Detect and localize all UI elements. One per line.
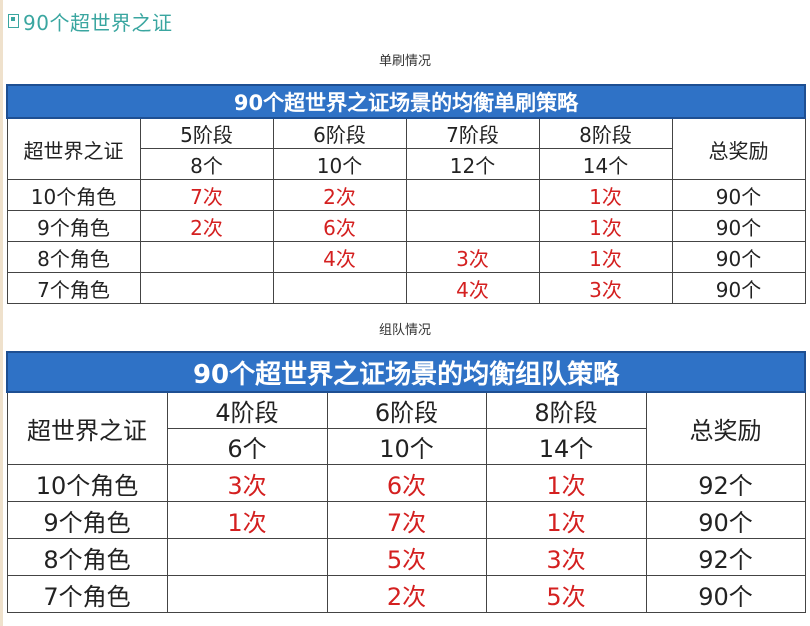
run-count-cell: 1次 (485, 464, 647, 502)
table-row: 9个角色 1次 7次 1次 90个 (6, 501, 806, 539)
table-row: 8个角色 4次 3次 1次 90个 (6, 241, 806, 273)
run-count-cell: 2次 (326, 575, 487, 613)
row-label: 9个角色 (6, 210, 141, 242)
run-count-cell (139, 272, 274, 304)
solo-strategy-table: 90个超世界之证场景的均衡单刷策略 超世界之证 5阶段 6阶段 7阶段 8阶段 … (5, 84, 807, 304)
run-count-cell: 3次 (166, 464, 328, 502)
team-caption: 组队情况 (378, 323, 431, 338)
table-row: 10个角色 7次 2次 1次 90个 (6, 179, 806, 211)
row-label: 9个角色 (6, 501, 168, 539)
run-count-cell: 6次 (272, 210, 407, 242)
solo-stage-count: 8个 (139, 148, 274, 180)
team-stage-header: 4阶段 (166, 391, 328, 429)
left-border (0, 0, 3, 626)
table-row: 9个角色 2次 6次 1次 90个 (6, 210, 806, 242)
solo-stage-count: 12个 (405, 148, 540, 180)
total-reward-cell: 92个 (645, 464, 806, 502)
run-count-cell: 4次 (405, 272, 540, 304)
row-label: 10个角色 (6, 179, 141, 211)
run-count-cell: 1次 (485, 501, 647, 539)
solo-stage-header: 6阶段 (272, 117, 407, 149)
total-reward-cell: 90个 (645, 575, 806, 613)
team-stage-count: 6个 (166, 428, 328, 465)
total-reward-cell: 90个 (671, 210, 806, 242)
row-label: 10个角色 (6, 464, 168, 502)
run-count-cell (166, 538, 328, 576)
run-count-cell: 7次 (326, 501, 487, 539)
run-count-cell: 5次 (326, 538, 487, 576)
total-reward-cell: 90个 (671, 272, 806, 304)
run-count-cell: 7次 (139, 179, 274, 211)
team-stage-header: 6阶段 (326, 391, 487, 429)
solo-stage-count: 10个 (272, 148, 407, 180)
total-reward-cell: 90个 (645, 501, 806, 539)
total-reward-cell: 90个 (671, 241, 806, 273)
team-total-header: 总奖励 (645, 391, 806, 465)
team-table-title: 90个超世界之证场景的均衡组队策略 (5, 351, 807, 393)
run-count-cell (272, 272, 407, 304)
run-count-cell (405, 210, 540, 242)
page-title-text: 90个超世界之证 (23, 10, 173, 35)
table-row: 8个角色 5次 3次 92个 (6, 538, 806, 576)
solo-stage-header: 5阶段 (139, 117, 274, 149)
run-count-cell: 2次 (139, 210, 274, 242)
solo-stage-header: 7阶段 (405, 117, 540, 149)
run-count-cell: 3次 (485, 538, 647, 576)
run-count-cell: 1次 (538, 179, 673, 211)
team-stage-header: 8阶段 (485, 391, 647, 429)
row-label: 7个角色 (6, 575, 168, 613)
team-strategy-table: 90个超世界之证场景的均衡组队策略 超世界之证 4阶段 6阶段 8阶段 总奖励 … (5, 351, 807, 613)
total-reward-cell: 90个 (671, 179, 806, 211)
run-count-cell: 5次 (485, 575, 647, 613)
run-count-cell: 3次 (538, 272, 673, 304)
row-label: 8个角色 (6, 538, 168, 576)
solo-table-title: 90个超世界之证场景的均衡单刷策略 (5, 84, 807, 119)
run-count-cell: 2次 (272, 179, 407, 211)
team-stage-count: 14个 (485, 428, 647, 465)
team-corner-header: 超世界之证 (6, 391, 168, 465)
solo-total-header: 总奖励 (671, 117, 806, 180)
solo-caption: 单刷情况 (378, 54, 431, 69)
table-row: 7个角色 2次 5次 90个 (6, 575, 806, 613)
total-reward-cell: 92个 (645, 538, 806, 576)
row-label: 7个角色 (6, 272, 141, 304)
run-count-cell (166, 575, 328, 613)
run-count-cell: 1次 (538, 210, 673, 242)
team-stage-count: 10个 (326, 428, 487, 465)
run-count-cell: 3次 (405, 241, 540, 273)
run-count-cell (405, 179, 540, 211)
run-count-cell: 4次 (272, 241, 407, 273)
page-title: 90个超世界之证 (8, 6, 172, 36)
run-count-cell (139, 241, 274, 273)
run-count-cell: 1次 (166, 501, 328, 539)
run-count-cell: 6次 (326, 464, 487, 502)
table-row: 10个角色 3次 6次 1次 92个 (6, 464, 806, 502)
bookmark-icon (8, 14, 19, 28)
run-count-cell: 1次 (538, 241, 673, 273)
row-label: 8个角色 (6, 241, 141, 273)
solo-corner-header: 超世界之证 (6, 117, 141, 180)
table-row: 7个角色 4次 3次 90个 (6, 272, 806, 304)
solo-stage-count: 14个 (538, 148, 673, 180)
solo-stage-header: 8阶段 (538, 117, 673, 149)
